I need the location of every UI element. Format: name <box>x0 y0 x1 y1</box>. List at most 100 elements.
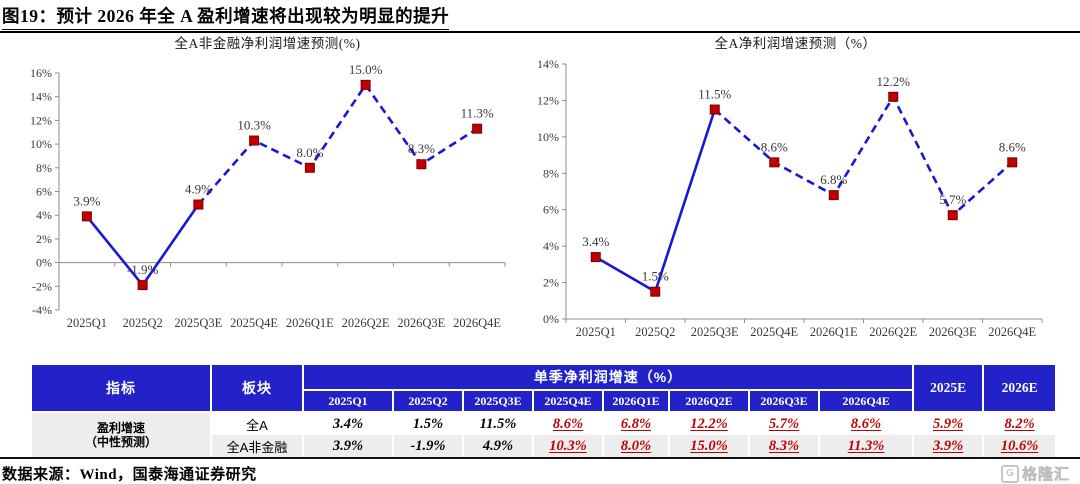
year-value-cell: 5.9% <box>912 412 985 435</box>
quarter-value-cell: 12.2% <box>668 412 750 435</box>
series-line-forecast <box>713 94 1014 218</box>
table-row: 全A非金融 3.9% -1.9% 4.9% 10.3% 8.0% 15.0% 8.3% 11.3… <box>31 435 1058 457</box>
y-tick-label: -4% <box>32 303 52 317</box>
data-point-marker <box>947 210 958 221</box>
quarter-value-cell: 8.0% <box>602 435 670 457</box>
figure-title: 图19：预计 2026 年全 A 盈利增速将出现较为明显的提升 <box>2 3 450 30</box>
data-point-label: 3.4% <box>582 234 609 249</box>
y-tick-label: 2% <box>543 276 559 290</box>
data-point-marker <box>709 104 720 115</box>
forecast-table: 指标 板块 单季净利润增速（%） 2025E 2026E 2025Q1 2025Q2 2025… <box>30 363 1058 457</box>
col-header-quarter-0: 2025Q1 <box>302 389 394 413</box>
sector-cell: 全A非金融 <box>210 435 304 457</box>
quarter-value-cell: 6.8% <box>602 412 670 435</box>
y-tick-label: 2% <box>36 232 52 246</box>
table-bottom-divider <box>0 457 1080 459</box>
y-tick-label: -2% <box>32 279 52 293</box>
quarter-value-cell: 5.7% <box>748 412 820 435</box>
x-category-label: 2026Q4E <box>453 316 501 330</box>
table-body: 盈利增速 （中性预测） 全A 3.4% 1.5% 11.5% 8.6% 6.8% 12.2% 5.… <box>30 412 1058 457</box>
chart-all-a-plot: 14% 12% 10% 8% 6% 4% 2% 0% 2025Q1 2025Q2 2025Q3E 20… <box>537 57 1043 339</box>
col-header-quarter-7: 2026Q4E <box>817 389 915 413</box>
quarter-value-cell: 10.3% <box>532 435 604 457</box>
col-header-year-0: 2025E <box>912 363 985 413</box>
x-category-label: 2025Q4E <box>230 316 278 330</box>
data-point-label: 8.3% <box>408 141 435 156</box>
gelonghui-logo-text: 格隆汇 <box>1021 466 1070 484</box>
data-point-label: 11.3% <box>461 106 494 121</box>
data-point-marker <box>472 123 483 134</box>
data-point-label: -1.9% <box>127 262 159 277</box>
y-tick-label: 16% <box>30 66 52 80</box>
data-point-marker <box>590 252 601 263</box>
y-tick-label: 12% <box>537 93 559 107</box>
series-line-actual <box>595 109 716 294</box>
x-category-label: 2026Q1E <box>810 325 858 339</box>
series-line-forecast <box>197 82 478 206</box>
col-header-quarterly-growth-group: 单季净利润增速（%） <box>301 363 915 391</box>
y-tick-label: 6% <box>543 203 559 217</box>
data-point-label: 8.0% <box>296 145 323 160</box>
col-header-quarter-6: 2026Q3E <box>748 389 820 413</box>
data-point-marker <box>193 199 204 210</box>
y-tick-label: 0% <box>36 256 52 270</box>
x-category-label: 2026Q3E <box>397 316 445 330</box>
data-point-marker <box>888 91 899 102</box>
data-point-label: 10.3% <box>237 118 271 133</box>
col-header-quarter-2: 2025Q3E <box>462 389 534 413</box>
data-point-label: 8.6% <box>761 139 788 154</box>
quarter-value-cell: 8.6% <box>817 412 915 435</box>
charts-row: 全A非金融净利润增速预测(%) 16% 14% 12% 10% 8% 6% 4% 2% 0% -2… <box>0 35 1080 349</box>
table-header: 指标 板块 单季净利润增速（%） 2025E 2026E 2025Q1 2025Q2 2025… <box>30 363 1058 413</box>
data-point-label: 12.2% <box>876 74 910 89</box>
col-header-year-1: 2026E <box>982 363 1058 413</box>
year-value-cell: 10.6% <box>982 435 1058 457</box>
data-point-marker <box>249 135 260 146</box>
x-category-label: 2025Q1 <box>576 325 616 339</box>
data-point-label: 11.5% <box>698 87 731 102</box>
data-point-label: 4.9% <box>185 182 212 197</box>
x-category-label: 2026Q2E <box>869 325 917 339</box>
data-point-marker <box>1007 157 1018 168</box>
data-point-marker <box>828 190 839 201</box>
y-tick-label: 4% <box>543 239 559 253</box>
forecast-table-wrap: 指标 板块 单季净利润增速（%） 2025E 2026E 2025Q1 2025Q2 2025… <box>30 363 1058 457</box>
y-tick-label: 0% <box>543 312 559 326</box>
table-header-row-2: 2025Q1 2025Q2 2025Q3E 2025Q4E 2026Q1E 2026Q2E… <box>31 389 1056 413</box>
gelonghui-logo: G 格隆汇 <box>1000 463 1070 484</box>
data-point-marker <box>81 211 92 222</box>
quarter-value-cell: 8.6% <box>532 412 604 435</box>
y-tick-label: 4% <box>36 208 52 222</box>
col-header-sector: 板块 <box>210 363 304 413</box>
quarter-value-cell: 4.9% <box>462 435 534 457</box>
y-tick-label: 6% <box>36 185 52 199</box>
data-point-label: 15.0% <box>349 62 383 77</box>
quarter-value-cell: 1.5% <box>392 412 464 435</box>
figure-header: 图19：预计 2026 年全 A 盈利增速将出现较为明显的提升 <box>0 0 1080 30</box>
x-category-label: 2026Q3E <box>929 325 977 339</box>
x-category-label: 2026Q4E <box>988 325 1036 339</box>
data-point-label: 1.5% <box>642 269 669 284</box>
year-value-cell: 8.2% <box>982 412 1058 435</box>
quarter-value-cell: -1.9% <box>392 435 464 457</box>
data-point-label: 8.6% <box>999 139 1026 154</box>
y-tick-label: 14% <box>537 57 559 71</box>
x-category-label: 2025Q2 <box>122 316 162 330</box>
col-header-quarter-5: 2026Q2E <box>668 389 750 413</box>
col-header-quarter-1: 2025Q2 <box>392 389 464 413</box>
y-tick-label: 12% <box>30 113 52 127</box>
x-category-label: 2025Q2 <box>635 325 675 339</box>
chart-nonfinancial-title: 全A非金融净利润增速预测(%) <box>174 36 361 51</box>
x-category-label: 2026Q2E <box>342 316 390 330</box>
year-value-cell: 3.9% <box>912 435 985 457</box>
data-point-marker <box>360 79 371 90</box>
data-point-marker <box>304 162 315 173</box>
quarter-value-cell: 3.4% <box>302 412 394 435</box>
metric-cell: 盈利增速 （中性预测） <box>30 412 212 457</box>
x-category-label: 2025Q1 <box>67 316 107 330</box>
data-source-text: 数据来源：Wind，国泰海通证券研究 <box>2 467 257 483</box>
quarter-value-cell: 3.9% <box>302 435 394 457</box>
y-tick-label: 8% <box>36 161 52 175</box>
figure-footer: 数据来源：Wind，国泰海通证券研究 G 格隆汇 <box>0 459 1080 484</box>
data-point-marker <box>416 159 427 170</box>
